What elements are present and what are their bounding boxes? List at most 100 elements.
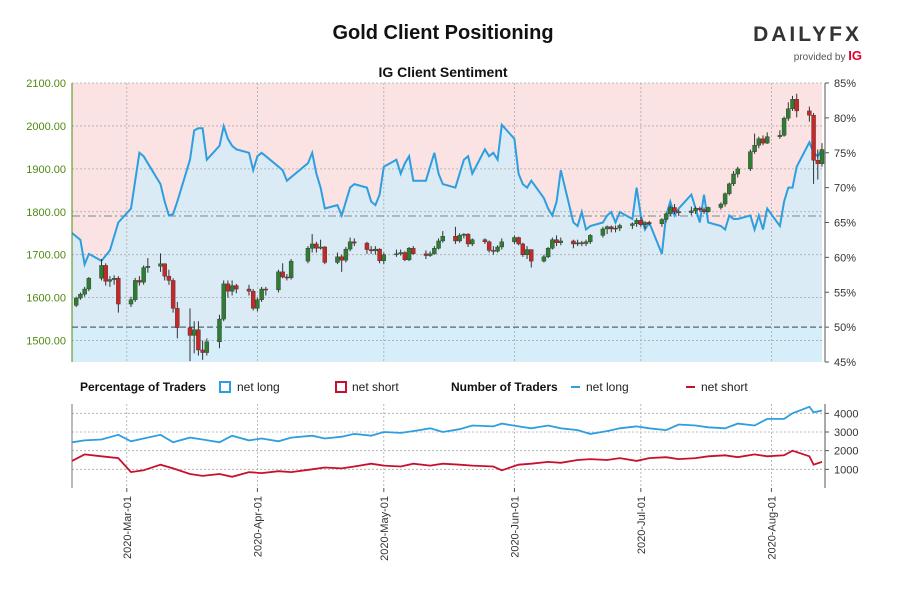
candle	[263, 286, 269, 296]
main-panel: 1500.00 1600.00 1700.00 1800.00 1900.00 2000.…	[26, 78, 856, 369]
candle-body	[406, 248, 412, 261]
percent-tick-label: 70%	[834, 183, 856, 195]
candle	[339, 254, 344, 272]
candle-body	[128, 299, 134, 305]
percent-tick-label: 60%	[834, 252, 856, 264]
candle-body	[579, 242, 585, 244]
candle-body	[377, 248, 382, 261]
candle-body	[196, 329, 201, 351]
candle-body	[482, 239, 488, 243]
candle	[145, 258, 151, 273]
candle	[786, 102, 791, 121]
candle	[453, 226, 458, 244]
candle	[78, 292, 83, 300]
candle-body	[693, 208, 698, 212]
percent-tick-label: 65%	[834, 218, 856, 230]
candle-body	[225, 283, 231, 292]
x-tick-label: 2020-Jul-01	[636, 496, 648, 554]
candle	[541, 254, 547, 263]
x-tick-label: 2020-Aug-01	[766, 496, 778, 560]
candle-body	[516, 237, 521, 245]
candle-body	[756, 138, 761, 146]
candle	[482, 238, 488, 244]
candle-body	[322, 246, 328, 263]
brand-sub-text: provided by	[793, 52, 846, 63]
candle	[158, 253, 163, 272]
candle-body	[630, 223, 635, 226]
candle-body	[815, 160, 820, 164]
candle	[250, 289, 256, 311]
candle-body	[558, 240, 563, 243]
price-tick-label: 1700.00	[26, 250, 66, 262]
candle	[756, 136, 761, 149]
candle	[545, 246, 551, 259]
candle-body	[588, 235, 593, 243]
count-tick-label: 3000	[834, 427, 858, 439]
candle-body	[777, 135, 783, 137]
chart-subtitle: IG Client Sentiment	[378, 64, 508, 80]
candle-body	[554, 239, 559, 243]
candle	[512, 235, 517, 244]
candle	[133, 277, 138, 302]
candle	[423, 250, 429, 259]
candle	[781, 116, 787, 137]
candle	[373, 246, 378, 255]
candle-body	[541, 256, 547, 262]
candle	[280, 263, 285, 279]
candle	[659, 218, 665, 227]
candle-body	[309, 243, 315, 249]
legend-pct-short-label: net short	[352, 380, 399, 394]
count-tick-label: 2000	[834, 446, 858, 458]
candle	[103, 263, 108, 286]
x-axis: 2020-Mar-01 2020-Apr-01 2020-May-01 2020-Ju…	[122, 488, 778, 561]
candle	[107, 276, 113, 287]
candle	[760, 135, 766, 146]
candle-body	[571, 240, 576, 245]
candle-body	[638, 220, 644, 225]
candle	[381, 252, 386, 265]
candle-body	[221, 283, 226, 320]
brand-partner: IG	[848, 48, 862, 63]
candle-body	[255, 299, 260, 309]
candle	[440, 231, 445, 243]
candle	[693, 206, 698, 214]
candle-body	[701, 209, 707, 212]
candle	[398, 249, 403, 256]
candle-body	[491, 250, 496, 252]
candle	[731, 170, 736, 187]
candle-body	[672, 207, 677, 212]
candle-body	[158, 263, 163, 267]
price-tick-label: 2100.00	[26, 78, 66, 90]
candle	[701, 207, 707, 214]
candle	[86, 277, 92, 292]
candle-body	[786, 108, 791, 119]
candle-body	[604, 226, 610, 230]
candle	[457, 233, 462, 243]
candle	[225, 280, 231, 298]
candle	[668, 205, 673, 217]
candle	[175, 301, 180, 339]
candle-body	[339, 256, 344, 261]
candle-body	[432, 248, 437, 255]
x-tick-label: 2020-Apr-01	[252, 496, 264, 557]
candle	[600, 226, 606, 238]
candle	[748, 149, 753, 171]
candle-body	[86, 278, 92, 290]
candle	[630, 222, 635, 229]
candle-body	[524, 249, 530, 255]
candle-body	[229, 285, 235, 292]
candle	[465, 233, 471, 247]
count-tick-label: 4000	[834, 408, 858, 420]
candle-body	[663, 213, 669, 220]
candle	[352, 238, 357, 247]
candle-body	[200, 349, 205, 353]
candle	[697, 206, 703, 212]
candle	[735, 166, 740, 178]
candle-body	[550, 239, 555, 249]
candle	[663, 212, 669, 223]
candle-body	[583, 241, 589, 244]
candle	[162, 263, 167, 281]
candle	[794, 93, 799, 118]
candle-body	[642, 222, 648, 225]
candle	[166, 269, 172, 285]
